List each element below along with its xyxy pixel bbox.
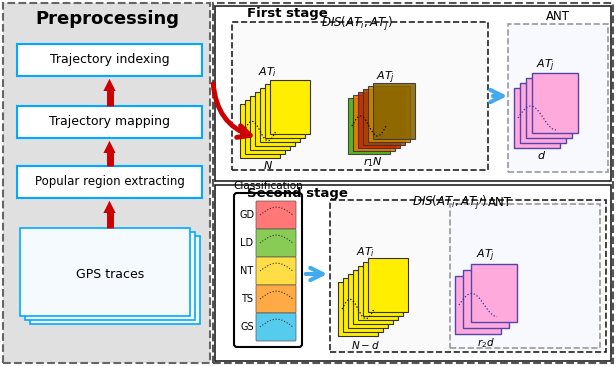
- Text: Preprocessing: Preprocessing: [35, 10, 179, 28]
- Text: GS: GS: [240, 322, 254, 332]
- Bar: [358, 266, 398, 320]
- Bar: [255, 92, 295, 146]
- Text: N: N: [264, 161, 272, 171]
- FancyBboxPatch shape: [234, 193, 302, 347]
- Bar: [213, 3, 613, 363]
- Text: Classification: Classification: [233, 181, 303, 191]
- Bar: [250, 96, 290, 150]
- Text: $AT_i$: $AT_i$: [357, 245, 376, 259]
- Bar: [353, 270, 393, 324]
- Text: TS: TS: [241, 294, 253, 304]
- Bar: [532, 73, 578, 133]
- FancyArrowPatch shape: [103, 79, 116, 103]
- Bar: [353, 95, 395, 151]
- FancyBboxPatch shape: [256, 229, 296, 257]
- Text: ANT: ANT: [488, 197, 512, 209]
- Bar: [17, 166, 202, 198]
- Text: First stage: First stage: [247, 7, 328, 20]
- FancyArrowPatch shape: [490, 90, 503, 102]
- Bar: [368, 258, 408, 312]
- Bar: [514, 88, 560, 148]
- Text: $DIS(AT_i, AT_j\prime)$: $DIS(AT_i, AT_j\prime)$: [413, 194, 488, 212]
- Bar: [508, 24, 608, 172]
- Text: $DIS(AT_i, AT_j)$: $DIS(AT_i, AT_j)$: [321, 15, 393, 33]
- Bar: [368, 86, 410, 142]
- Text: $r_1 N$: $r_1 N$: [363, 155, 383, 169]
- Text: LD: LD: [240, 238, 254, 248]
- FancyBboxPatch shape: [256, 313, 296, 341]
- Bar: [30, 236, 200, 324]
- Text: Trajectory indexing: Trajectory indexing: [50, 53, 169, 67]
- Bar: [260, 88, 300, 142]
- FancyArrowPatch shape: [103, 201, 116, 225]
- Bar: [3, 3, 210, 363]
- FancyArrowPatch shape: [103, 141, 116, 163]
- Bar: [20, 228, 190, 316]
- Text: $AT_j$: $AT_j$: [537, 58, 556, 74]
- Text: Popular region extracting: Popular region extracting: [34, 176, 184, 188]
- Text: Trajectory mapping: Trajectory mapping: [49, 116, 170, 128]
- Bar: [455, 276, 501, 334]
- Text: NT: NT: [240, 266, 254, 276]
- Bar: [245, 100, 285, 154]
- Bar: [526, 78, 572, 138]
- Text: $AT_j$: $AT_j$: [476, 248, 495, 264]
- Bar: [373, 83, 415, 139]
- Bar: [265, 84, 305, 138]
- Text: GD: GD: [240, 210, 254, 220]
- Bar: [215, 185, 611, 361]
- Text: Second stage: Second stage: [247, 187, 348, 201]
- Text: $N - d$: $N - d$: [352, 339, 381, 351]
- Bar: [240, 104, 280, 158]
- Text: GPS traces: GPS traces: [76, 268, 144, 280]
- FancyBboxPatch shape: [256, 201, 296, 229]
- Bar: [330, 200, 606, 352]
- Text: ANT: ANT: [546, 10, 570, 22]
- Text: $AT_i$: $AT_i$: [259, 65, 278, 79]
- Text: $AT_j$: $AT_j$: [376, 70, 395, 86]
- Bar: [338, 282, 378, 336]
- Bar: [232, 22, 488, 170]
- Text: d: d: [537, 151, 545, 161]
- FancyBboxPatch shape: [256, 285, 296, 313]
- Bar: [348, 274, 388, 328]
- FancyBboxPatch shape: [256, 257, 296, 285]
- FancyArrowPatch shape: [213, 84, 250, 137]
- Bar: [348, 98, 390, 154]
- Bar: [450, 204, 600, 348]
- Bar: [520, 83, 566, 143]
- Text: $r_2 d$: $r_2 d$: [477, 336, 495, 350]
- Bar: [343, 278, 383, 332]
- Bar: [471, 264, 517, 322]
- Bar: [363, 262, 403, 316]
- FancyArrowPatch shape: [306, 268, 323, 280]
- Bar: [215, 6, 611, 181]
- Bar: [25, 232, 195, 320]
- Bar: [463, 270, 509, 328]
- Bar: [270, 80, 310, 134]
- Bar: [17, 44, 202, 76]
- Bar: [17, 106, 202, 138]
- Bar: [358, 92, 400, 148]
- Bar: [363, 89, 405, 145]
